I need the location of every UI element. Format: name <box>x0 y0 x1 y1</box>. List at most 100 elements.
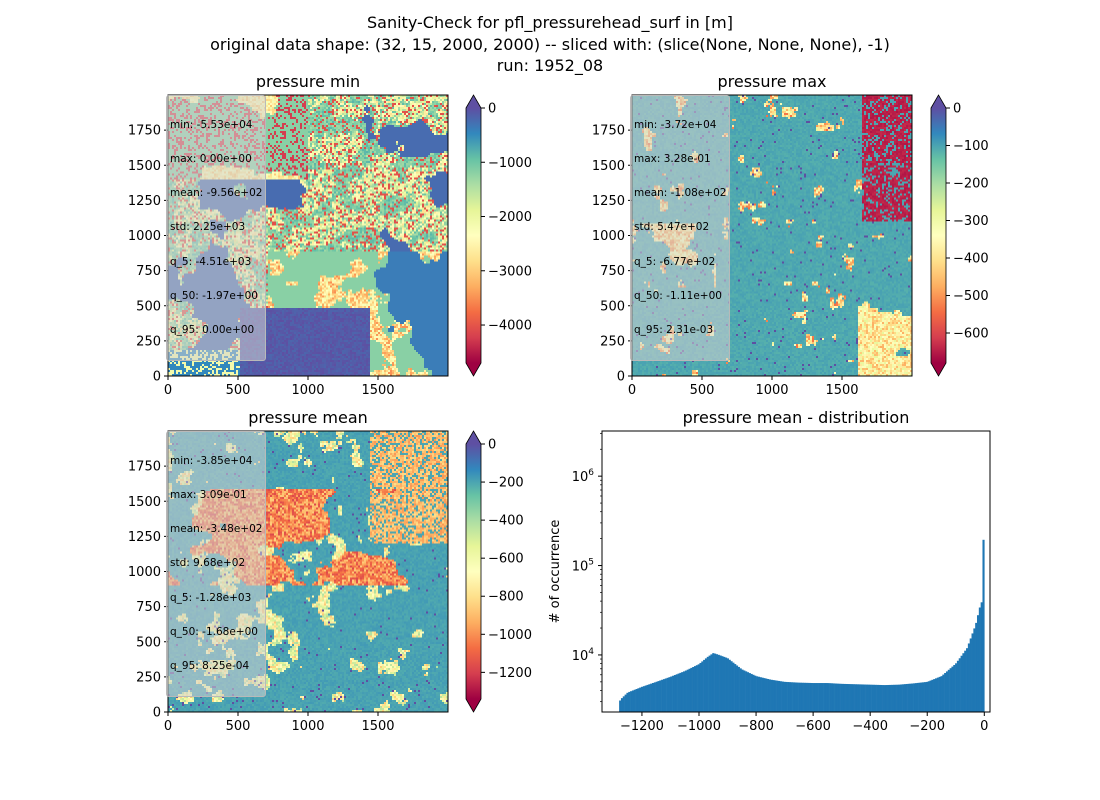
histogram-bar <box>854 684 857 712</box>
histogram-bar <box>693 666 697 712</box>
histogram-bar <box>867 684 870 712</box>
x-tick-label: 1500 <box>361 383 394 398</box>
histogram-bar <box>692 666 695 712</box>
histogram-bar <box>920 682 923 712</box>
histogram-bar <box>735 665 739 712</box>
panel-title-hist: pressure mean - distribution <box>682 408 910 427</box>
panel-title-max: pressure max <box>717 72 827 91</box>
histogram-bar <box>728 659 731 712</box>
x-tick-label: 0 <box>628 383 636 398</box>
histogram-bar <box>723 656 726 712</box>
histogram-bar <box>754 675 757 712</box>
histogram-bar <box>814 683 817 712</box>
x-tick-label: 0 <box>980 719 988 734</box>
histogram-bar <box>816 683 819 712</box>
histogram-bar <box>776 680 779 712</box>
histogram-bar <box>830 683 834 712</box>
histogram-bar <box>852 684 855 712</box>
y-tick-label: 0 <box>617 370 625 385</box>
histogram-bar <box>683 671 686 712</box>
y-tick-label: 250 <box>136 334 161 349</box>
histogram-bar <box>790 682 793 712</box>
histogram-bar <box>805 682 808 712</box>
histogram-bar <box>619 700 622 712</box>
histogram-bar <box>966 648 969 712</box>
colorbar-mean: 0 −200 −400 −600 −800 −1000 −1200 <box>465 430 532 713</box>
histogram-bar <box>836 683 839 712</box>
stat-line: q_95: 0.00e+00 <box>170 324 255 337</box>
histogram-bar <box>823 683 826 712</box>
histogram-bar <box>701 661 704 712</box>
histogram-bar <box>726 658 729 712</box>
x-tick-label: 500 <box>690 383 715 398</box>
histogram-bar <box>913 683 916 712</box>
histogram-bar <box>883 685 886 712</box>
histogram-bar <box>743 670 746 712</box>
colorbar-extend-top <box>466 95 481 108</box>
histogram-bar <box>860 684 863 712</box>
histogram-bar <box>818 683 821 712</box>
histogram-bar <box>874 684 877 712</box>
y-tick-label: 1000 <box>128 229 161 244</box>
colorbar-min: 0 −1000 −2000 −3000 −4000 <box>465 94 532 377</box>
y-tick-label: 750 <box>136 264 161 279</box>
x-tick-label: 1500 <box>825 383 858 398</box>
histogram-bar <box>668 677 671 712</box>
histogram-bar <box>770 679 773 712</box>
stat-line: min: -5.53e+04 <box>170 118 253 131</box>
histogram-bar <box>843 683 846 712</box>
stat-line: min: -3.72e+04 <box>634 118 717 131</box>
y-tick-label: 1250 <box>592 194 625 209</box>
histogram-bar <box>750 673 753 712</box>
histogram-bar <box>661 679 664 712</box>
histogram-bar <box>695 665 698 712</box>
x-tick-label: 0 <box>164 383 172 398</box>
figure-title-line-1: Sanity-Check for pfl_pressurehead_surf i… <box>367 13 733 32</box>
histogram-bar <box>903 684 907 712</box>
histogram-bar <box>907 683 910 712</box>
histogram-bar <box>955 663 958 712</box>
histogram-bar <box>659 680 662 712</box>
histogram-bar <box>914 683 918 712</box>
histogram-bar <box>962 653 965 712</box>
histogram-bar <box>953 665 956 712</box>
histogram-bar <box>971 633 974 712</box>
histogram-bar <box>739 668 742 712</box>
x-tick-label: 500 <box>226 719 251 734</box>
histogram-bar <box>807 682 810 712</box>
figure-title-line-2: original data shape: (32, 15, 2000, 2000… <box>210 35 890 54</box>
stat-line: max: 3.28e-01 <box>634 153 711 166</box>
histogram-bar <box>759 677 762 712</box>
histogram-bar <box>737 666 740 712</box>
histogram-bar <box>626 692 629 712</box>
plot-frame <box>601 430 991 713</box>
colorbar-tick-label: −400 <box>953 252 989 267</box>
histogram-bar <box>788 682 792 712</box>
histogram-bar <box>958 658 961 712</box>
histogram-bar <box>803 682 806 712</box>
histogram-panel: −1200 −1000 −800 −600 −400 −200 0 104 105 106 # of… <box>548 430 991 734</box>
histogram-bar <box>745 671 748 712</box>
histogram-bar <box>978 607 981 712</box>
stat-line: q_5: -4.51e+03 <box>170 255 252 268</box>
stats-box-max: min: -3.72e+04 max: 3.28e-01 mean: -1.08… <box>630 95 731 362</box>
histogram-bar <box>863 684 866 712</box>
histogram-bar <box>752 674 755 712</box>
histogram-bar <box>767 679 770 712</box>
colorbar-tick-label: −4000 <box>488 319 532 334</box>
histogram-bar <box>834 683 837 712</box>
colorbar-extend-bottom <box>466 363 481 376</box>
histogram-bar <box>730 661 733 712</box>
histogram-bar <box>869 684 872 712</box>
histogram-bar <box>717 654 720 712</box>
histogram-bar <box>650 683 653 712</box>
x-tick-label: 0 <box>164 719 172 734</box>
histogram-bar <box>934 678 938 712</box>
histogram-bar <box>861 684 865 712</box>
histogram-bar <box>688 668 691 712</box>
histogram-bar <box>942 674 945 712</box>
stat-line: std: 2.25e+03 <box>170 221 246 234</box>
histogram-bar <box>732 662 735 712</box>
histogram-bar <box>719 655 722 712</box>
histogram-bar <box>653 682 656 712</box>
